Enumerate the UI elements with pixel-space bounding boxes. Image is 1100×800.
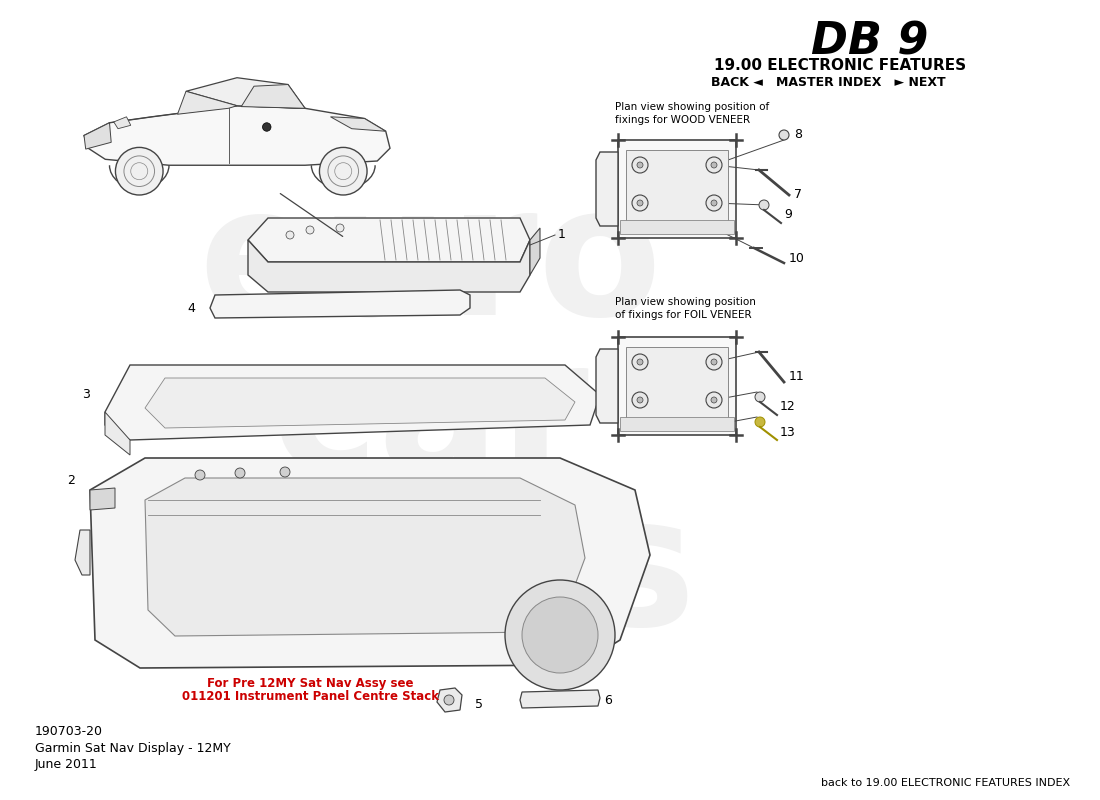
Circle shape xyxy=(706,157,722,173)
Circle shape xyxy=(632,392,648,408)
Polygon shape xyxy=(84,122,111,149)
Polygon shape xyxy=(248,240,530,292)
Text: 10: 10 xyxy=(789,251,805,265)
Circle shape xyxy=(522,597,598,673)
Text: 4: 4 xyxy=(187,302,195,314)
Polygon shape xyxy=(248,218,530,262)
Text: 3: 3 xyxy=(82,389,90,402)
Circle shape xyxy=(759,200,769,210)
Circle shape xyxy=(444,695,454,705)
Text: back to 19.00 ELECTRONIC FEATURES INDEX: back to 19.00 ELECTRONIC FEATURES INDEX xyxy=(821,778,1070,788)
Circle shape xyxy=(632,157,648,173)
Bar xyxy=(626,150,728,223)
Polygon shape xyxy=(596,349,618,423)
Circle shape xyxy=(706,195,722,211)
Circle shape xyxy=(637,162,644,168)
Circle shape xyxy=(195,470,205,480)
Polygon shape xyxy=(113,117,131,129)
Polygon shape xyxy=(104,412,130,455)
Polygon shape xyxy=(596,152,618,226)
Bar xyxy=(620,417,734,431)
Text: BACK ◄   MASTER INDEX   ► NEXT: BACK ◄ MASTER INDEX ► NEXT xyxy=(711,75,945,89)
Text: 6: 6 xyxy=(604,694,612,706)
Text: 19.00 ELECTRONIC FEATURES: 19.00 ELECTRONIC FEATURES xyxy=(714,58,966,73)
Text: 9: 9 xyxy=(784,209,792,222)
Text: 11: 11 xyxy=(789,370,805,383)
Text: 5: 5 xyxy=(475,698,483,711)
Text: Plan view showing position of
fixings for WOOD VENEER: Plan view showing position of fixings fo… xyxy=(615,102,769,126)
Polygon shape xyxy=(84,106,390,166)
Circle shape xyxy=(336,224,344,232)
Text: 1: 1 xyxy=(558,229,565,242)
Circle shape xyxy=(755,417,764,427)
Polygon shape xyxy=(210,290,470,318)
Text: June 2011: June 2011 xyxy=(35,758,98,771)
Polygon shape xyxy=(241,85,305,108)
Circle shape xyxy=(706,392,722,408)
Text: euro
car
parts: euro car parts xyxy=(163,177,697,663)
Polygon shape xyxy=(186,78,305,108)
Text: 8: 8 xyxy=(794,129,802,142)
Circle shape xyxy=(779,130,789,140)
Text: For Pre 12MY Sat Nav Assy see: For Pre 12MY Sat Nav Assy see xyxy=(207,677,414,690)
Circle shape xyxy=(706,354,722,370)
Circle shape xyxy=(711,359,717,365)
Polygon shape xyxy=(90,488,116,510)
Bar xyxy=(626,347,728,420)
Polygon shape xyxy=(177,91,236,114)
Circle shape xyxy=(637,397,644,403)
Circle shape xyxy=(637,200,644,206)
Text: 7: 7 xyxy=(794,189,802,202)
Circle shape xyxy=(286,231,294,239)
Text: DB 9: DB 9 xyxy=(812,21,928,63)
Circle shape xyxy=(306,226,313,234)
Bar xyxy=(618,140,736,238)
Circle shape xyxy=(280,467,290,477)
Circle shape xyxy=(711,200,717,206)
Polygon shape xyxy=(145,478,585,636)
Text: 13: 13 xyxy=(780,426,795,438)
Text: 12: 12 xyxy=(780,401,795,414)
Bar xyxy=(618,337,736,435)
Circle shape xyxy=(637,359,644,365)
Text: 190703-20: 190703-20 xyxy=(35,725,103,738)
Text: 2: 2 xyxy=(67,474,75,486)
Circle shape xyxy=(116,147,163,195)
Polygon shape xyxy=(145,378,575,428)
Polygon shape xyxy=(330,117,386,131)
Polygon shape xyxy=(530,228,540,275)
Text: 011201 Instrument Panel Centre Stack: 011201 Instrument Panel Centre Stack xyxy=(182,690,439,702)
Circle shape xyxy=(711,162,717,168)
Text: a passion for
parts since 1985: a passion for parts since 1985 xyxy=(195,478,505,642)
Bar xyxy=(620,220,734,234)
Polygon shape xyxy=(75,530,90,575)
Polygon shape xyxy=(437,688,462,712)
Circle shape xyxy=(263,122,271,131)
Polygon shape xyxy=(520,690,600,708)
Polygon shape xyxy=(104,365,600,440)
Text: Garmin Sat Nav Display - 12MY: Garmin Sat Nav Display - 12MY xyxy=(35,742,231,755)
Circle shape xyxy=(755,392,764,402)
Circle shape xyxy=(319,147,367,195)
Circle shape xyxy=(505,580,615,690)
Polygon shape xyxy=(90,458,650,668)
Circle shape xyxy=(632,354,648,370)
Text: Plan view showing position
of fixings for FOIL VENEER: Plan view showing position of fixings fo… xyxy=(615,297,756,320)
Circle shape xyxy=(235,468,245,478)
Circle shape xyxy=(711,397,717,403)
Circle shape xyxy=(632,195,648,211)
